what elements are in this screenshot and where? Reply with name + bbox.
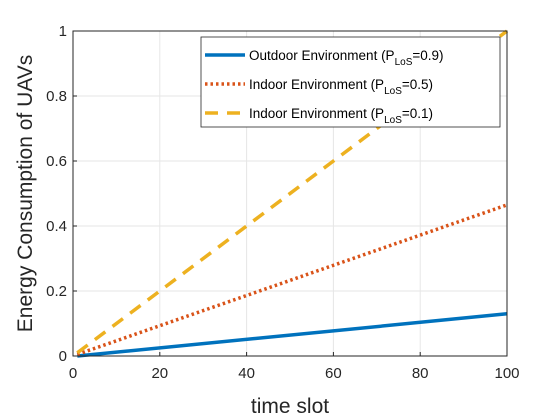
legend-label-text: =0.5) — [402, 77, 433, 92]
axes-box — [72, 30, 508, 357]
legend-box — [200, 36, 501, 128]
legend-label-subscript: LoS — [384, 86, 402, 97]
x-tick-label: 0 — [69, 365, 77, 382]
y-tick-label: 0.8 — [46, 88, 67, 105]
x-tick-label: 20 — [151, 365, 168, 382]
series-line-1 — [77, 312, 508, 358]
y-tick-label: 0 — [59, 348, 67, 365]
legend-label-text: Indoor Environment (P — [249, 77, 384, 92]
legend-label-text: Outdoor Environment (P — [249, 48, 395, 63]
x-axis-label: time slot — [251, 395, 329, 418]
legend-label-text: Indoor Environment (P — [249, 106, 384, 121]
y-axis-label: Energy Consumption of UAVs — [14, 55, 37, 332]
series-line-2 — [76, 203, 508, 357]
y-tick-label: 0.4 — [46, 218, 67, 235]
x-tick-label: 60 — [325, 365, 342, 382]
axis-ticks: 0 20 40 60 80 100 0 0.2 0.4 0.6 0.8 1 — [46, 23, 519, 382]
legend-label-2: Indoor Environment (PLoS=0.5) — [249, 77, 433, 97]
legend: Outdoor Environment (PLoS=0.9)Indoor Env… — [200, 36, 501, 128]
y-tick-label: 1 — [59, 23, 67, 40]
legend-label-subscript: LoS — [395, 57, 413, 68]
legend-label-text: =0.9) — [412, 48, 443, 63]
x-tick-label: 100 — [494, 365, 519, 382]
x-tick-label: 40 — [238, 365, 255, 382]
legend-label-3: Indoor Environment (PLoS=0.1) — [249, 106, 433, 126]
y-tick-label: 0.2 — [46, 283, 67, 300]
legend-label-1: Outdoor Environment (PLoS=0.9) — [249, 48, 444, 68]
x-tick-label: 80 — [412, 365, 429, 382]
legend-label-text: =0.1) — [402, 106, 433, 121]
y-tick-label: 0.6 — [46, 153, 67, 170]
legend-label-subscript: LoS — [384, 115, 402, 126]
